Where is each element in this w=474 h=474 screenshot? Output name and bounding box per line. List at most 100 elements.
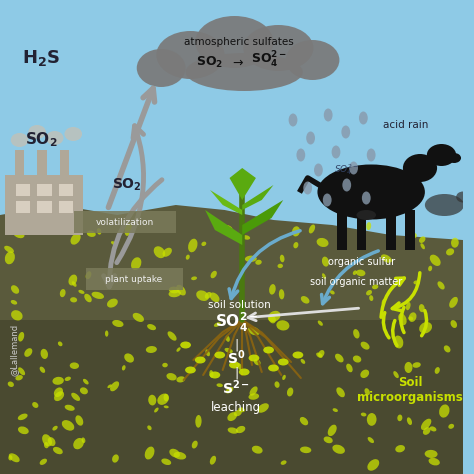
Ellipse shape — [419, 237, 426, 243]
Ellipse shape — [268, 365, 279, 372]
Ellipse shape — [238, 407, 245, 412]
Ellipse shape — [367, 459, 379, 471]
Ellipse shape — [73, 438, 84, 449]
Ellipse shape — [393, 371, 399, 378]
Ellipse shape — [173, 452, 186, 460]
Ellipse shape — [328, 425, 337, 436]
Ellipse shape — [410, 233, 417, 239]
Ellipse shape — [430, 255, 441, 266]
Ellipse shape — [5, 251, 15, 264]
Ellipse shape — [362, 191, 371, 204]
Ellipse shape — [280, 255, 284, 262]
Ellipse shape — [180, 341, 191, 348]
Ellipse shape — [369, 295, 374, 301]
Ellipse shape — [18, 367, 25, 375]
Ellipse shape — [87, 230, 96, 237]
Text: atmospheric sulfates: atmospheric sulfates — [184, 37, 294, 47]
Ellipse shape — [237, 363, 243, 371]
Text: $\mathbf{S^0}$: $\mathbf{S^0}$ — [227, 349, 246, 367]
Ellipse shape — [124, 354, 134, 363]
Ellipse shape — [9, 455, 12, 460]
Ellipse shape — [11, 300, 17, 305]
Ellipse shape — [300, 417, 308, 425]
Ellipse shape — [82, 438, 85, 443]
Ellipse shape — [186, 53, 303, 91]
Ellipse shape — [394, 336, 403, 348]
Polygon shape — [210, 190, 242, 215]
Ellipse shape — [58, 341, 63, 346]
Ellipse shape — [11, 133, 28, 147]
Ellipse shape — [255, 260, 262, 265]
Ellipse shape — [71, 233, 81, 245]
Ellipse shape — [438, 282, 445, 290]
Bar — [356, 210, 366, 250]
Ellipse shape — [234, 410, 242, 416]
Ellipse shape — [435, 367, 440, 374]
Ellipse shape — [398, 313, 407, 325]
Ellipse shape — [195, 415, 201, 428]
Ellipse shape — [226, 387, 233, 393]
Ellipse shape — [111, 241, 117, 245]
Ellipse shape — [342, 179, 351, 191]
Polygon shape — [205, 210, 242, 245]
Ellipse shape — [367, 148, 375, 162]
Ellipse shape — [332, 445, 345, 454]
Ellipse shape — [52, 426, 58, 430]
Ellipse shape — [188, 239, 198, 252]
Ellipse shape — [176, 347, 181, 352]
Ellipse shape — [427, 144, 456, 166]
Ellipse shape — [335, 354, 344, 363]
Ellipse shape — [406, 302, 410, 310]
Ellipse shape — [191, 276, 197, 280]
Ellipse shape — [428, 266, 432, 271]
Ellipse shape — [446, 248, 454, 255]
Ellipse shape — [317, 238, 328, 247]
Ellipse shape — [269, 284, 276, 295]
Ellipse shape — [148, 395, 156, 405]
Ellipse shape — [293, 242, 298, 248]
Ellipse shape — [318, 320, 323, 326]
Ellipse shape — [75, 415, 83, 426]
Ellipse shape — [257, 403, 269, 413]
Ellipse shape — [214, 352, 225, 358]
Ellipse shape — [359, 111, 368, 125]
Bar — [386, 210, 396, 250]
Ellipse shape — [217, 383, 223, 387]
Ellipse shape — [367, 413, 376, 426]
Ellipse shape — [112, 455, 119, 463]
Ellipse shape — [192, 441, 198, 448]
Ellipse shape — [64, 127, 82, 141]
Ellipse shape — [286, 40, 339, 80]
Ellipse shape — [236, 426, 246, 433]
Ellipse shape — [162, 363, 168, 367]
Text: $\mathbf{SO_2}$: $\mathbf{SO_2}$ — [196, 55, 224, 70]
Ellipse shape — [225, 348, 233, 353]
Bar — [405, 210, 415, 250]
Text: acid rain: acid rain — [383, 120, 428, 130]
Ellipse shape — [169, 449, 180, 457]
Ellipse shape — [166, 373, 177, 381]
Ellipse shape — [60, 289, 65, 297]
Ellipse shape — [210, 370, 213, 378]
Ellipse shape — [421, 419, 431, 430]
Ellipse shape — [346, 364, 353, 372]
Ellipse shape — [112, 320, 124, 327]
Ellipse shape — [210, 271, 217, 278]
Ellipse shape — [425, 450, 438, 458]
Ellipse shape — [210, 456, 216, 465]
Ellipse shape — [13, 230, 25, 238]
Text: volatilization: volatilization — [96, 218, 154, 227]
Ellipse shape — [185, 366, 196, 374]
Ellipse shape — [105, 330, 109, 337]
Ellipse shape — [397, 415, 402, 421]
Ellipse shape — [249, 386, 258, 396]
Ellipse shape — [133, 313, 144, 322]
Ellipse shape — [229, 362, 240, 368]
Ellipse shape — [301, 359, 305, 364]
Ellipse shape — [78, 290, 84, 294]
Ellipse shape — [83, 379, 89, 384]
Ellipse shape — [110, 381, 119, 392]
Ellipse shape — [368, 437, 374, 443]
Ellipse shape — [269, 315, 276, 323]
Ellipse shape — [366, 222, 371, 230]
